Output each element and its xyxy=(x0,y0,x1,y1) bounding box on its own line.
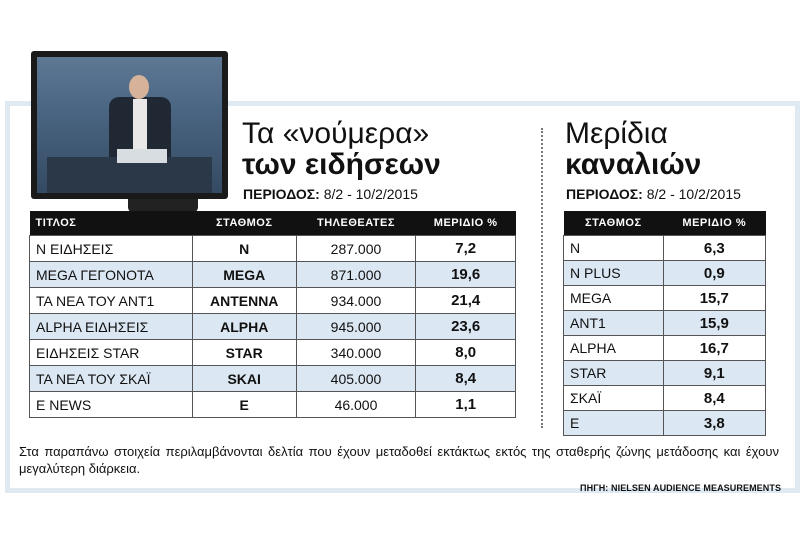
cell-title: ΤΑ ΝΕΑ ΤΟΥ ΑΝΤ1 xyxy=(29,287,193,314)
cell-title: E NEWS xyxy=(29,391,193,418)
right-title-line2: καναλιών xyxy=(565,148,702,181)
table-row: N PLUS 0,9 xyxy=(563,260,767,286)
cell-share: 0,9 xyxy=(662,260,767,286)
cell-station: MEGA xyxy=(191,261,297,288)
column-divider xyxy=(541,128,543,428)
table-header-row: ΣΤΑΘΜΟΣ ΜΕΡΙΔΙΟ % xyxy=(563,211,766,236)
table-header-row: ΤΙΤΛΟΣ ΣΤΑΘΜΟΣ ΤΗΛΕΘΕΑΤΕΣ ΜΕΡΙΔΙΟ % xyxy=(29,211,516,236)
cell-title: MEGA ΓΕΓΟΝΟΤΑ xyxy=(29,261,193,288)
cell-share: 23,6 xyxy=(415,313,516,340)
cell-share: 8,4 xyxy=(415,365,516,392)
cell-share: 6,3 xyxy=(662,235,767,261)
speaker-head xyxy=(129,75,149,99)
table-row: ΤΑ ΝΕΑ ΤΟΥ ΑΝΤ1 ANTENNA 934.000 21,4 xyxy=(29,287,516,314)
cell-title: ΤΑ ΝΕΑ ΤΟΥ ΣΚΑΪ xyxy=(29,365,193,392)
right-period: ΠΕΡΙΟΔΟΣ: 8/2 - 10/2/2015 xyxy=(566,186,741,202)
cell-share: 3,8 xyxy=(662,410,767,436)
cell-share: 15,9 xyxy=(662,310,767,336)
header-share: ΜΕΡΙΔΙΟ % xyxy=(415,211,516,236)
header-title: ΤΙΤΛΟΣ xyxy=(29,211,193,236)
news-ratings-table: ΤΙΤΛΟΣ ΣΤΑΘΜΟΣ ΤΗΛΕΘΕΑΤΕΣ ΜΕΡΙΔΙΟ % Ν ΕΙ… xyxy=(29,211,516,418)
speaker-shirt xyxy=(133,99,147,149)
right-period-value: 8/2 - 10/2/2015 xyxy=(642,186,741,202)
cell-station: MEGA xyxy=(563,285,664,311)
tv-illustration xyxy=(31,51,228,213)
cell-share: 21,4 xyxy=(415,287,516,314)
cell-share: 8,0 xyxy=(415,339,516,366)
table-row: ALPHA ΕΙΔΗΣΕΙΣ ALPHA 945.000 23,6 xyxy=(29,313,516,340)
cell-share: 9,1 xyxy=(662,360,767,386)
table-row: ANT1 15,9 xyxy=(563,310,767,336)
table-row: MEGA ΓΕΓΟΝΟΤΑ MEGA 871.000 19,6 xyxy=(29,261,516,288)
left-period-label: ΠΕΡΙΟΔΟΣ: xyxy=(243,186,320,202)
header-share: ΜΕΡΙΔΙΟ % xyxy=(663,211,766,236)
cell-station: SKAI xyxy=(191,365,297,392)
cell-station: N PLUS xyxy=(563,260,664,286)
table-row: E NEWS E 46.000 1,1 xyxy=(29,391,516,418)
table-row: STAR 9,1 xyxy=(563,360,767,386)
tv-stand xyxy=(128,199,198,213)
table-row: ΣΚΑΪ 8,4 xyxy=(563,385,767,411)
cell-station: STAR xyxy=(191,339,297,366)
cell-station: ALPHA xyxy=(563,335,664,361)
cell-viewers: 340.000 xyxy=(295,339,417,366)
cell-station: E xyxy=(563,410,664,436)
cell-share: 7,2 xyxy=(415,235,516,262)
cell-station: E xyxy=(191,391,297,418)
cell-viewers: 871.000 xyxy=(295,261,417,288)
cell-station: STAR xyxy=(563,360,664,386)
cell-station: Ν xyxy=(563,235,664,261)
left-title-line1: Τα «νούμερα» xyxy=(242,117,430,150)
left-period-value: 8/2 - 10/2/2015 xyxy=(319,186,418,202)
source-credit: ΠΗΓΗ: NIELSEN AUDIENCE MEASUREMENTS xyxy=(580,483,782,493)
left-period: ΠΕΡΙΟΔΟΣ: 8/2 - 10/2/2015 xyxy=(243,186,418,202)
header-station: ΣΤΑΘΜΟΣ xyxy=(192,211,297,236)
cell-title: Ν ΕΙΔΗΣΕΙΣ xyxy=(29,235,193,262)
right-period-label: ΠΕΡΙΟΔΟΣ: xyxy=(566,186,643,202)
right-title-line1: Μερίδια xyxy=(565,117,668,150)
header-viewers: ΤΗΛΕΘΕΑΤΕΣ xyxy=(296,211,416,236)
footnote: Στα παραπάνω στοιχεία περιλαμβάνονται δε… xyxy=(19,444,779,476)
cell-station: ANT1 xyxy=(563,310,664,336)
table-row: ΕΙΔΗΣΕΙΣ STAR STAR 340.000 8,0 xyxy=(29,339,516,366)
tv-screen-photo xyxy=(37,57,222,193)
cell-share: 8,4 xyxy=(662,385,767,411)
table-row: Ν 6,3 xyxy=(563,235,767,261)
cell-share: 16,7 xyxy=(662,335,767,361)
cell-station: ALPHA xyxy=(191,313,297,340)
cell-viewers: 405.000 xyxy=(295,365,417,392)
cell-share: 1,1 xyxy=(415,391,516,418)
table-row: E 3,8 xyxy=(563,410,767,436)
cell-share: 15,7 xyxy=(662,285,767,311)
table-row: ΤΑ ΝΕΑ ΤΟΥ ΣΚΑΪ SKAI 405.000 8,4 xyxy=(29,365,516,392)
channel-share-table: ΣΤΑΘΜΟΣ ΜΕΡΙΔΙΟ % Ν 6,3 N PLUS 0,9 MEGA 15,… xyxy=(563,211,767,436)
table-row: ALPHA 16,7 xyxy=(563,335,767,361)
header-station: ΣΤΑΘΜΟΣ xyxy=(563,211,664,236)
cell-viewers: 934.000 xyxy=(295,287,417,314)
cell-share: 19,6 xyxy=(415,261,516,288)
podium xyxy=(47,157,212,193)
table-row: Ν ΕΙΔΗΣΕΙΣ Ν 287.000 7,2 xyxy=(29,235,516,262)
table-row: MEGA 15,7 xyxy=(563,285,767,311)
podium-papers xyxy=(117,149,167,163)
cell-station: ANTENNA xyxy=(191,287,297,314)
cell-title: ΕΙΔΗΣΕΙΣ STAR xyxy=(29,339,193,366)
cell-title: ALPHA ΕΙΔΗΣΕΙΣ xyxy=(29,313,193,340)
tv-body xyxy=(31,51,228,199)
cell-station: ΣΚΑΪ xyxy=(563,385,664,411)
cell-viewers: 945.000 xyxy=(295,313,417,340)
cell-viewers: 287.000 xyxy=(295,235,417,262)
left-title-line2: των ειδήσεων xyxy=(242,148,441,181)
cell-viewers: 46.000 xyxy=(295,391,417,418)
cell-station: Ν xyxy=(191,235,297,262)
